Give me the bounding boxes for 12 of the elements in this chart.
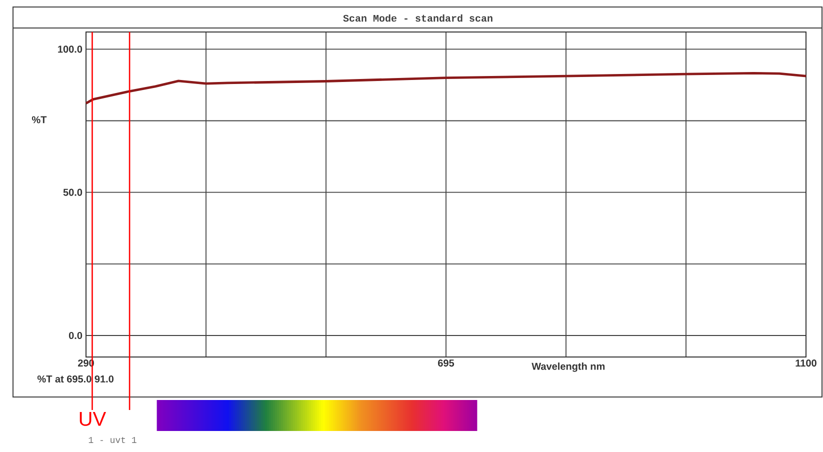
y-tick-label: 50.0 [63, 188, 82, 196]
x-axis-title: Wavelength nm [532, 362, 605, 372]
y-axis-title: %T [32, 116, 47, 124]
text: 1 - uvt 1 [88, 436, 136, 444]
x-tick-label: 695 [438, 360, 454, 367]
ref-line-label: UV [80, 412, 106, 426]
x-tick-label: 1100 [796, 360, 816, 367]
y-tick-label: 100.0 [58, 46, 82, 53]
chart-title: Scan Mode - standard scan [343, 14, 492, 22]
line-series [84, 72, 808, 104]
text: %T at 695.0 91.0 [37, 375, 114, 383]
y-tick-label: 0.0 [68, 332, 82, 340]
